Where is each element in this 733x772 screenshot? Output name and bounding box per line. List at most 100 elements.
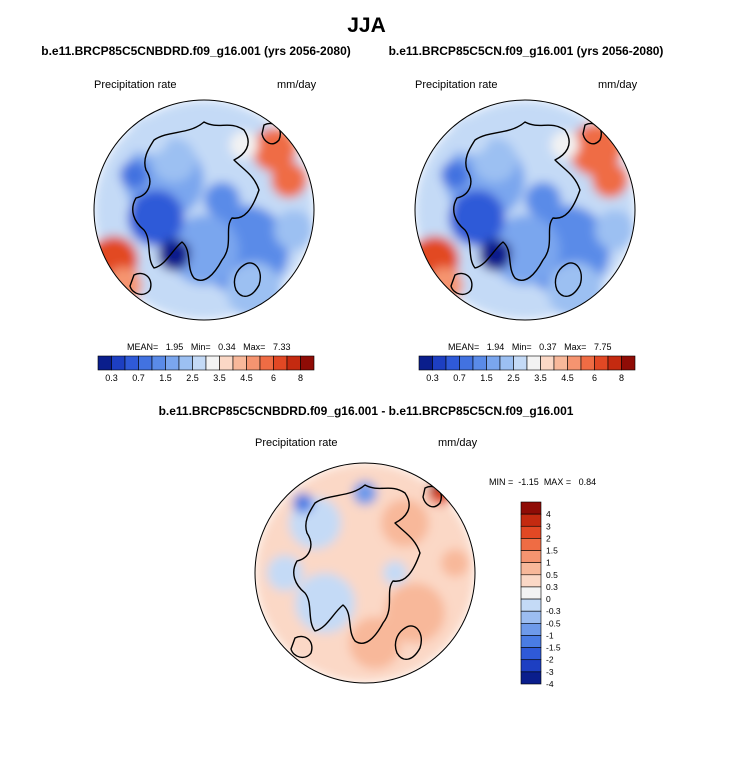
colorbar-tick-label: 4 [546, 509, 551, 519]
panel-3-units: mm/day [438, 437, 478, 449]
colorbar-tick-label: 1.5 [159, 373, 172, 383]
colorbar-swatch [520, 586, 542, 600]
panel-2-min-value: 0.37 [539, 342, 557, 352]
field-patch [271, 162, 307, 198]
colorbar-tick-label: -0.3 [546, 606, 561, 616]
field-patch [441, 161, 469, 189]
colorbar-swatch [526, 355, 541, 371]
colorbar-tick-label: 6 [592, 373, 597, 383]
field-patch [128, 190, 184, 246]
colorbar-swatch [151, 355, 166, 371]
colorbar-tick-label: 4.5 [240, 373, 253, 383]
colorbar-tick-label: 2.5 [186, 373, 199, 383]
panel-2-colorbar: 0.3 0.7 1.5 2.5 3.5 4.5 6 8 [418, 355, 636, 383]
field-patch [267, 555, 303, 591]
colorbar-swatch [205, 355, 220, 371]
map-field [415, 100, 635, 320]
panel-2-max-value: 7.75 [593, 342, 612, 352]
panel-3-stats: MIN = -1.15 MAX = 0.84 [489, 477, 596, 487]
colorbar-swatch [567, 355, 582, 371]
panel-1-stats: MEAN= 1.95 Min= 0.34 Max= 7.33 [127, 342, 290, 352]
colorbar-swatch [111, 355, 126, 371]
map-field [94, 100, 314, 320]
panel-2-mean-value: 1.94 [486, 342, 505, 352]
panel-1-max-value: 7.33 [272, 342, 291, 352]
panel-1-colorbar: 0.3 0.7 1.5 2.5 3.5 4.5 6 8 [97, 355, 315, 383]
colorbar-tick-label: -3 [546, 667, 554, 677]
field-patch [490, 215, 560, 285]
panel-1-field-label: Precipitation rate [94, 79, 177, 91]
colorbar-swatch [520, 501, 542, 515]
colorbar-swatch [520, 671, 542, 685]
panel-1-min-label: Min= [190, 342, 211, 352]
colorbar-swatch [273, 355, 288, 371]
colorbar-swatch [553, 355, 568, 371]
panel-3-min-value: -1.15 [518, 477, 539, 487]
colorbar-tick-label: 2.5 [507, 373, 520, 383]
colorbar-tick-label: 2 [546, 533, 551, 543]
colorbar-tick-label: -4 [546, 679, 554, 689]
panel-2-field-label: Precipitation rate [415, 79, 498, 91]
panel-3-map [254, 462, 476, 684]
colorbar-swatch [621, 355, 636, 371]
coastline [293, 484, 421, 644]
colorbar-swatch [219, 355, 234, 371]
colorbar-tick-label: -1.5 [546, 643, 561, 653]
coastline [453, 121, 581, 281]
colorbar-swatch [540, 355, 555, 371]
colorbar-swatch [192, 355, 207, 371]
colorbar-swatch [520, 550, 542, 563]
field-patch [551, 131, 579, 159]
colorbar-tick-label: 0.3 [546, 582, 558, 592]
colorbar-swatch [499, 355, 514, 371]
colorbar-swatch [520, 659, 542, 673]
panel-3-field-label: Precipitation rate [255, 437, 338, 449]
panel-1-map [93, 99, 315, 321]
colorbar-swatch [520, 623, 542, 636]
panel-3-max-value: 0.84 [578, 477, 597, 487]
field-patch [295, 573, 355, 633]
colorbar-tick-label: 1.5 [480, 373, 493, 383]
coastline [132, 121, 260, 281]
field-patch [385, 583, 445, 643]
colorbar-tick-label: 3.5 [213, 373, 226, 383]
field-patch [349, 617, 401, 669]
panel-2-max-label: Max= [564, 342, 587, 352]
colorbar-swatch [607, 355, 622, 371]
field-patch [449, 190, 505, 246]
colorbar-tick-label: 3 [546, 521, 551, 531]
colorbar-tick-label: 8 [298, 373, 303, 383]
colorbar-swatch [520, 610, 542, 624]
coastline [233, 262, 261, 297]
colorbar-tick-label: 0 [546, 594, 551, 604]
panel-1-max-label: Max= [243, 342, 266, 352]
colorbar-swatch [138, 355, 153, 371]
panel-3-min-label: MIN = [489, 477, 514, 487]
coastline [554, 262, 582, 297]
colorbar-tick-label: 6 [271, 373, 276, 383]
colorbar-swatch [472, 355, 487, 371]
map-field [255, 463, 475, 683]
colorbar-swatch [259, 355, 274, 371]
field-patch [129, 115, 169, 155]
colorbar-tick-label: 1.5 [546, 546, 558, 556]
field-patch [293, 493, 313, 513]
colorbar-swatch [246, 355, 261, 371]
panel-3-max-label: MAX = [543, 477, 572, 487]
colorbar-swatch [520, 598, 542, 612]
colorbar-swatch [165, 355, 180, 371]
panel-1-mean-label: MEAN= [127, 342, 159, 352]
field-patch [381, 499, 429, 547]
colorbar-tick-label: 0.3 [426, 373, 439, 383]
colorbar-swatch [520, 562, 542, 576]
field-patch [252, 128, 296, 172]
colorbar-swatch [97, 355, 112, 371]
panel-2-mean-label: MEAN= [448, 342, 480, 352]
colorbar-swatch [286, 355, 301, 371]
coastline [129, 272, 152, 296]
colorbar-tick-label: 0.5 [546, 570, 558, 580]
colorbar-tick-label: 0.7 [132, 373, 145, 383]
colorbar-tick-label: 1 [546, 558, 551, 568]
colorbar-swatch [459, 355, 474, 371]
panel-2-units: mm/day [598, 79, 638, 91]
